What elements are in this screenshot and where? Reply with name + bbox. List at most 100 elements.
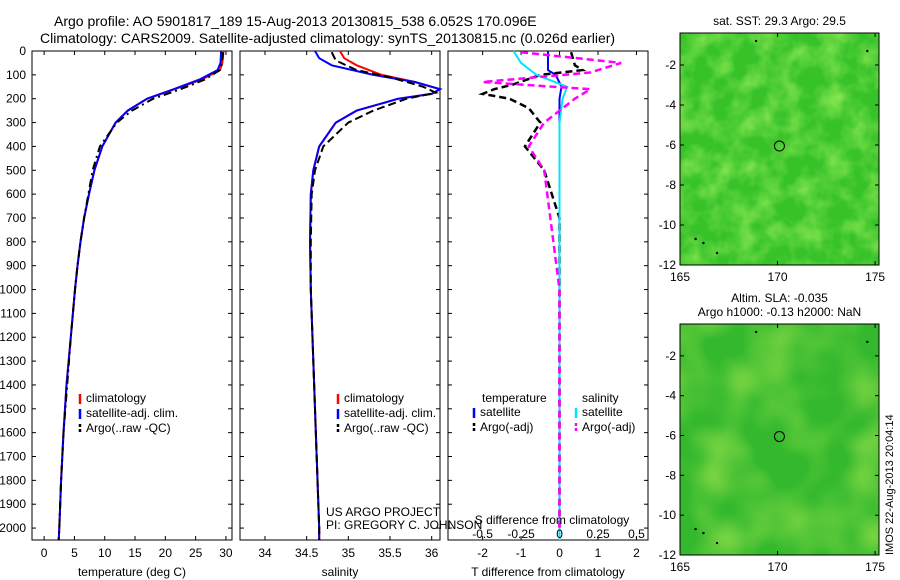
map-y-tick-label: -12: [659, 258, 677, 272]
x-tick-label-salinity: 0.5: [628, 527, 645, 541]
x-tick-label: 0: [556, 546, 563, 560]
series-line-climatology: [57, 50, 225, 541]
x-tick-label: 5: [71, 546, 78, 560]
y-tick-label: 400: [6, 139, 26, 153]
map-y-tick-label: -2: [665, 349, 676, 363]
y-tick-label: 1800: [0, 473, 26, 487]
y-tick-label: 0: [19, 44, 26, 58]
map-x-tick-label: 165: [670, 270, 690, 284]
map-y-tick-label: -6: [665, 429, 676, 443]
map-y-tick-label: -6: [665, 138, 676, 152]
x-tick-label: 36: [425, 546, 439, 560]
x-axis-label: T difference from climatology: [471, 565, 625, 579]
legend-header-salinity: salinity: [582, 391, 619, 405]
y-tick-label: 800: [6, 235, 26, 249]
series-line-sal-argo: [482, 50, 622, 529]
map-y-tick-label: -2: [665, 58, 676, 72]
map-frame: [679, 32, 880, 266]
island-speck: [715, 251, 719, 255]
y-tick-label: 1600: [0, 426, 26, 440]
map-x-tick-label: 165: [670, 560, 690, 574]
legend-header-temperature: temperature: [482, 391, 547, 405]
map-x-tick-label: 175: [865, 270, 885, 284]
island-speck: [715, 541, 719, 545]
salinity-panel: 34 34.5 35 35.5 36 salinity climatologysatelli…: [239, 50, 482, 579]
y-tick-label: 1900: [0, 497, 26, 511]
map-x-tick-label: 170: [768, 560, 788, 574]
y-tick-label: 200: [6, 92, 26, 106]
legend-label-temp-argo: Argo(-adj): [480, 420, 533, 434]
map-x-tick-label: 175: [865, 560, 885, 574]
map-x-tick-label: 170: [768, 270, 788, 284]
island-speck: [866, 49, 869, 53]
temperature-panel: 0100200300400500600700800900100011001200…: [0, 44, 233, 579]
x-axis-label: salinity: [322, 565, 359, 579]
y-tick-label: 700: [6, 211, 26, 225]
series-line-satellite-adj: [57, 50, 223, 541]
map-y-tick-label: -8: [665, 468, 676, 482]
map-y-tick-label: -4: [665, 98, 676, 112]
x-tick-label: 10: [98, 546, 112, 560]
map-frame: [679, 323, 880, 556]
y-tick-label: 300: [6, 116, 26, 130]
plot-frame: [239, 50, 441, 541]
x-tick-label: 2: [633, 546, 640, 560]
legend-label-argo: Argo(..raw -QC): [86, 421, 171, 435]
series-line-temp-argo: [478, 51, 587, 529]
project-annotation: US ARGO PROJECT: [326, 505, 441, 519]
x-tick-label: -1: [516, 546, 527, 560]
legend-label-argo: Argo(..raw -QC): [344, 421, 429, 435]
y-tick-label: 1400: [0, 378, 26, 392]
sla-map-title: Altim. SLA: -0.035: [731, 291, 828, 305]
figure-title-line2: Climatology: CARS2009. Satellite-adjuste…: [40, 30, 615, 46]
sst-map-title: sat. SST: 29.3 Argo: 29.5: [713, 14, 846, 28]
sla-map-subtitle: Argo h1000: -0.13 h2000: NaN: [698, 305, 861, 319]
y-tick-label: 500: [6, 163, 26, 177]
legend-label-sal-argo: Argo(-adj): [582, 420, 635, 434]
island-speck: [754, 330, 758, 334]
y-tick-label: 1000: [0, 283, 26, 297]
x-tick-label: 20: [159, 546, 173, 560]
x-tick-label: 30: [219, 546, 233, 560]
plot-frame: [31, 50, 233, 541]
island-speck: [702, 241, 705, 245]
map-field-texture: [680, 324, 879, 555]
series-line-argo: [57, 52, 224, 541]
x-tick-label: 34.5: [295, 546, 319, 560]
island-speck: [754, 39, 758, 43]
x-tick-label: 34: [258, 546, 272, 560]
legend-label-satellite-adj: satellite-adj. clim.: [86, 406, 178, 420]
x-axis-label: temperature (deg C): [78, 565, 186, 579]
map-field-texture: [680, 33, 879, 265]
x-tick-label: 25: [189, 546, 203, 560]
legend-label-temp-satellite: satellite: [480, 405, 521, 419]
x-tick-label-salinity: 0: [556, 527, 563, 541]
series-line-satellite-adj: [308, 50, 443, 540]
y-tick-label: 1500: [0, 402, 26, 416]
difference-panel: -2 -1 0 1 2 T difference from climatology -0.5…: [447, 50, 649, 579]
map-y-tick-label: -12: [659, 548, 677, 562]
x-axis-label-salinity: S difference from climatology: [475, 513, 630, 527]
island-speck: [694, 237, 697, 241]
map-y-tick-label: -10: [659, 508, 677, 522]
y-tick-label: 600: [6, 187, 26, 201]
imos-timestamp-label: IMOS 22-Aug-2013 20:04:14: [884, 414, 896, 555]
map-y-tick-label: -8: [665, 178, 676, 192]
x-tick-label: 35.5: [378, 546, 402, 560]
figure-title-line1: Argo profile: AO 5901817_189 15-Aug-2013…: [54, 13, 537, 29]
legend-label-sal-satellite: satellite: [582, 405, 623, 419]
x-tick-label: 0: [41, 546, 48, 560]
series-line-argo: [309, 51, 439, 540]
map-y-tick-label: -4: [665, 389, 676, 403]
x-tick-label: 15: [128, 546, 142, 560]
y-tick-label: 1200: [0, 330, 26, 344]
argo-position-marker: [773, 140, 785, 152]
series-line-climatology: [308, 50, 443, 540]
y-tick-label: 1700: [0, 450, 26, 464]
y-tick-label: 900: [6, 259, 26, 273]
legend-label-climatology: climatology: [344, 391, 404, 405]
legend-label-satellite-adj: satellite-adj. clim.: [344, 406, 436, 420]
